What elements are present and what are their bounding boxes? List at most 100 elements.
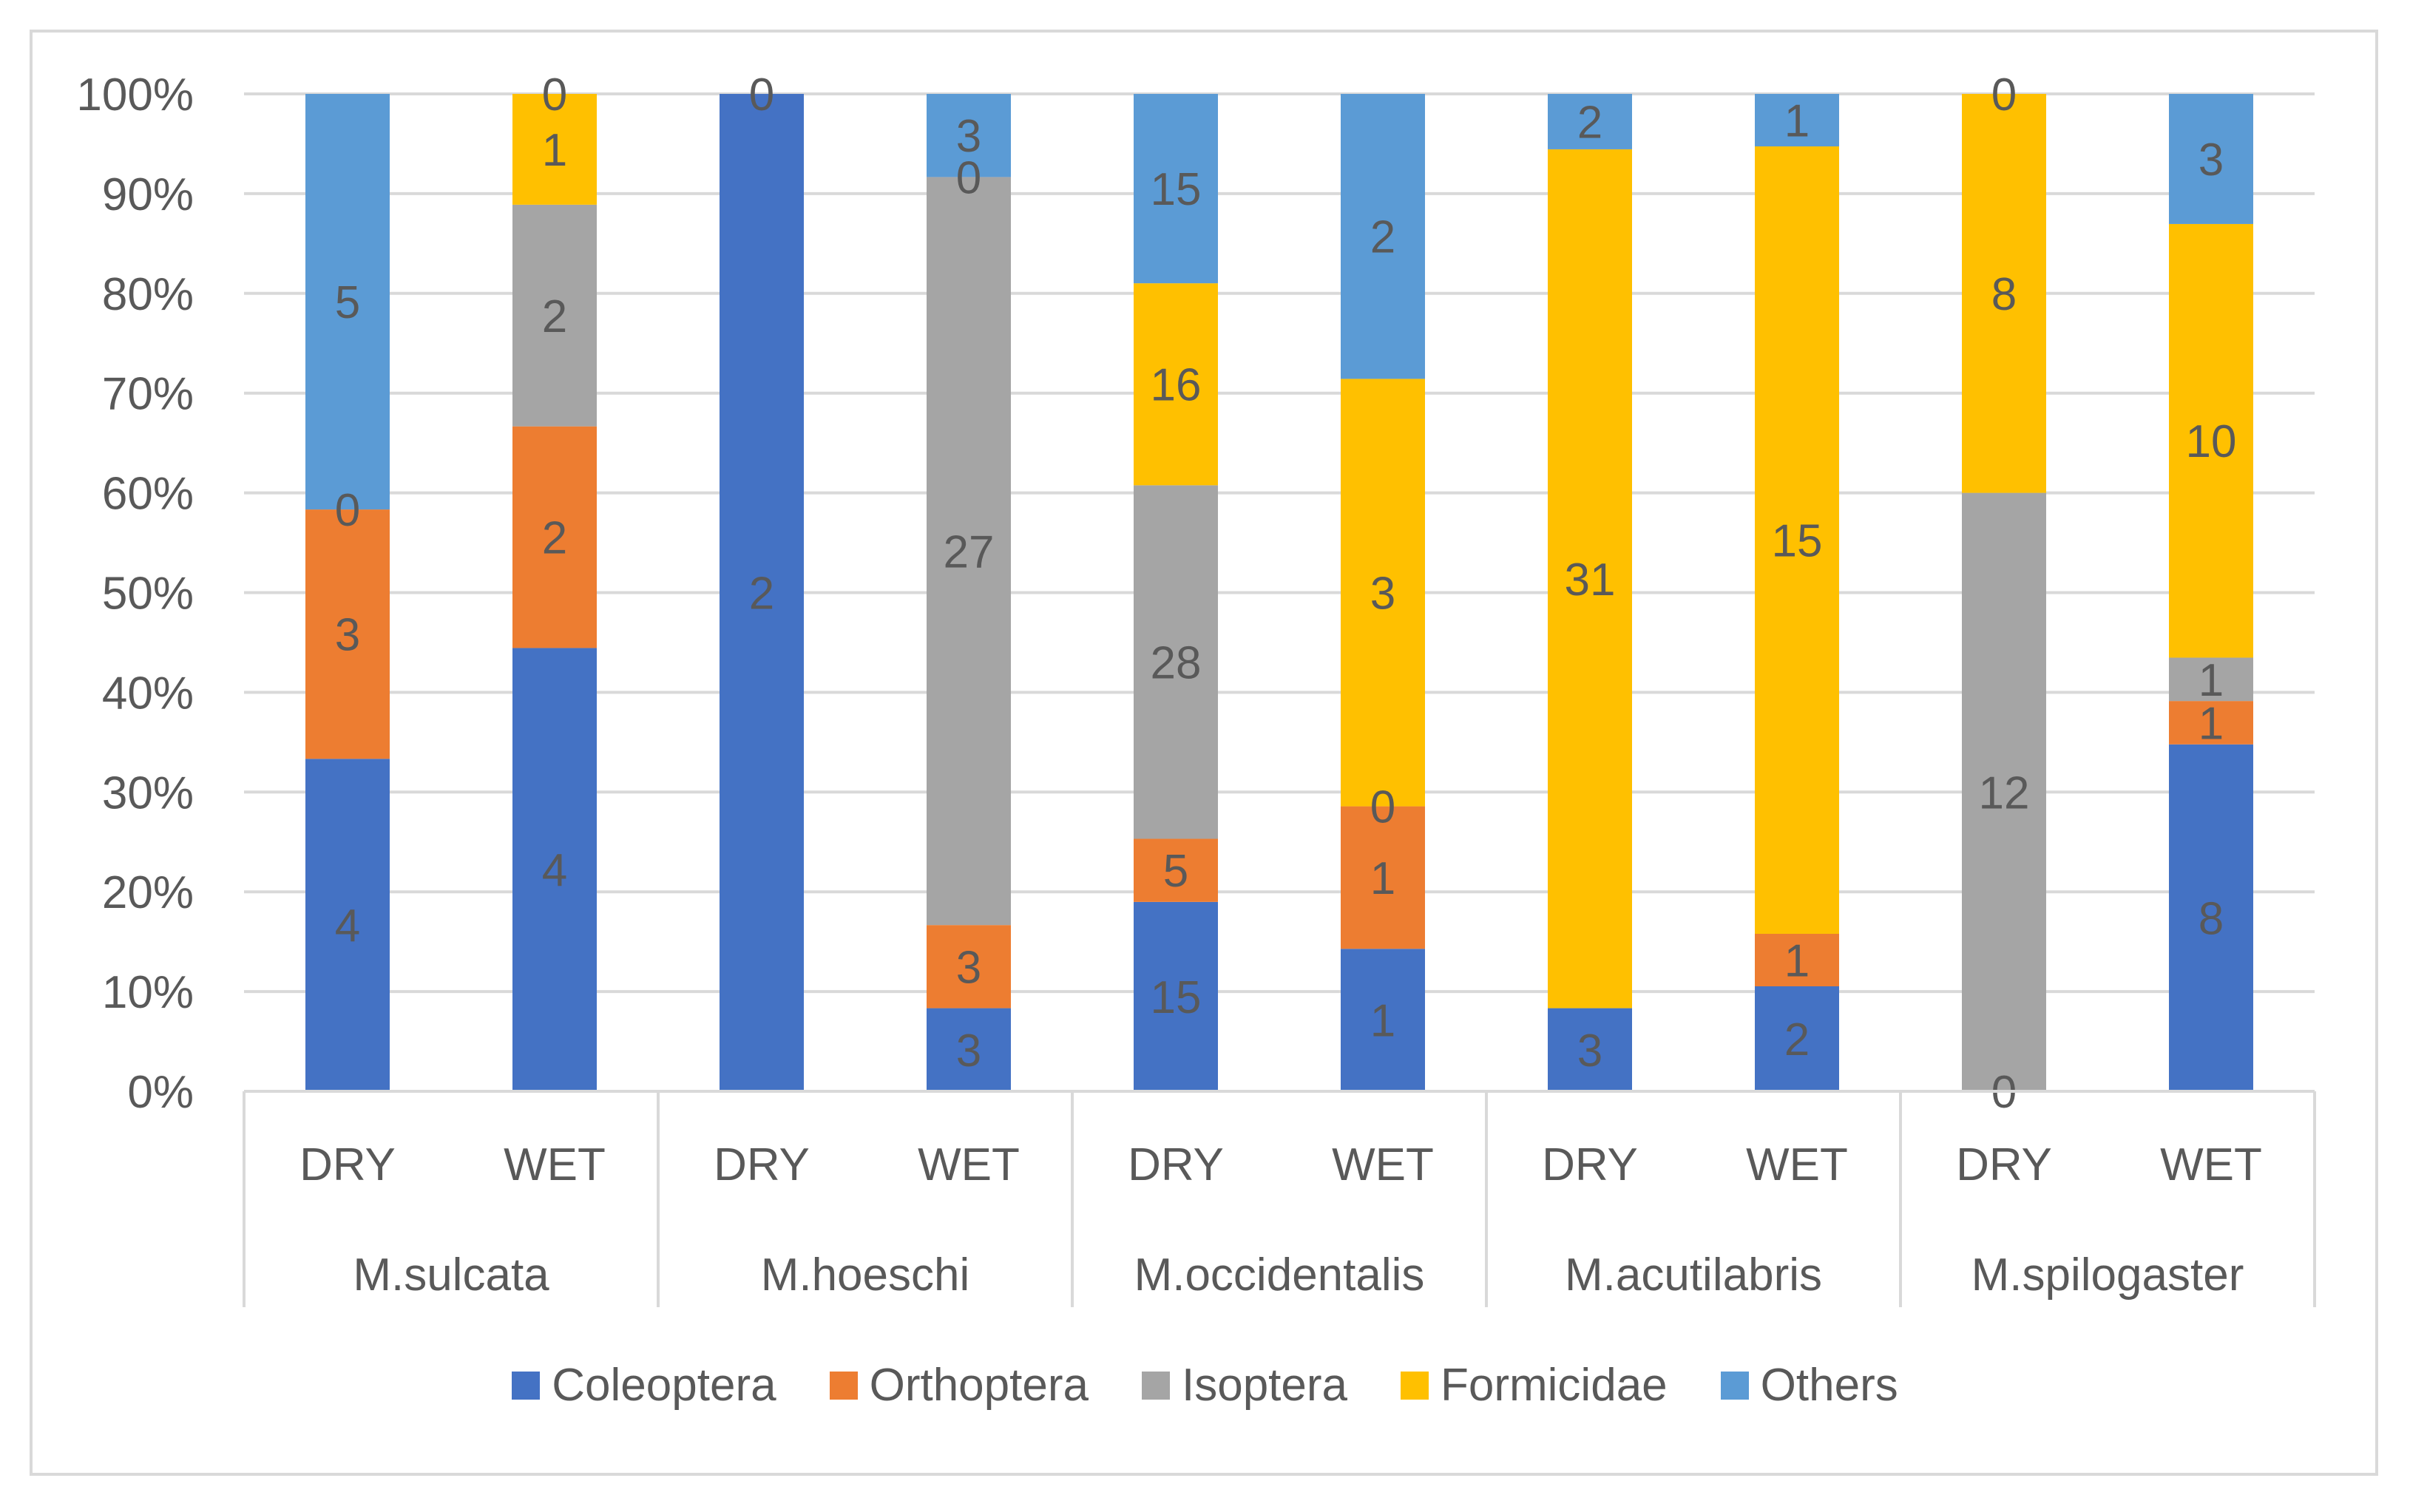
data-label: 0 xyxy=(1991,70,2017,121)
bar-segment-others xyxy=(927,94,1011,177)
bar-segment-isoptera xyxy=(1134,485,1218,839)
data-label: 3 xyxy=(1370,569,1395,620)
x-tick-label: DRY xyxy=(1542,1139,1638,1190)
legend-label: Isoptera xyxy=(1181,1360,1348,1411)
data-label: 1 xyxy=(1370,996,1395,1047)
data-label: 10 xyxy=(2186,416,2237,467)
data-label: 8 xyxy=(2199,893,2224,944)
y-tick-label: 0% xyxy=(127,1067,194,1118)
x-tick-label: WET xyxy=(1332,1139,1434,1190)
legend-swatch xyxy=(1401,1371,1429,1400)
data-label: 0 xyxy=(1370,782,1395,833)
bar-segment-formicidae xyxy=(1962,94,2046,493)
bar-segment-orthoptera xyxy=(2169,701,2253,745)
y-tick-label: 20% xyxy=(102,867,194,918)
data-label: 0 xyxy=(956,152,981,203)
y-axis-tick-labels: 0% 10% 20% 30% 40% 50% 60% 70% 80% 90% 100% xyxy=(76,70,194,1118)
bar-segment-coleoptera xyxy=(305,759,390,1091)
data-label: 1 xyxy=(2199,698,2224,749)
x-tick-label: WET xyxy=(2160,1139,2262,1190)
data-label: 0 xyxy=(542,70,567,121)
data-label: 15 xyxy=(1151,972,1202,1023)
legend-item: Others xyxy=(1720,1359,1898,1411)
y-tick-label: 40% xyxy=(102,668,194,719)
data-label: 1 xyxy=(2199,655,2224,706)
legend-swatch xyxy=(1720,1371,1749,1400)
bar-segment-others xyxy=(2169,94,2253,224)
data-label: 3 xyxy=(956,1025,981,1077)
legend-swatch xyxy=(1141,1371,1170,1400)
bar-segment-coleoptera xyxy=(1755,986,1839,1091)
data-label: 1 xyxy=(542,125,567,176)
data-label: 15 xyxy=(1772,516,1823,567)
y-tick-label: 100% xyxy=(76,70,194,121)
bar-segment-coleoptera xyxy=(720,94,804,1091)
x-tick-label: WET xyxy=(918,1139,1020,1190)
x-tick-label: DRY xyxy=(1128,1139,1224,1190)
bar-segment-isoptera xyxy=(1962,492,2046,1091)
data-label: 2 xyxy=(1370,212,1395,263)
bar-segment-formicidae xyxy=(1755,146,1839,934)
data-label: 3 xyxy=(1577,1025,1602,1077)
y-tick-label: 80% xyxy=(102,269,194,320)
y-tick-label: 50% xyxy=(102,569,194,620)
x-tick-label: WET xyxy=(1746,1139,1848,1190)
data-label: 3 xyxy=(956,942,981,993)
data-label: 15 xyxy=(1151,164,1202,215)
bar-segment-coleoptera xyxy=(1341,949,1425,1091)
bar-segment-formicidae xyxy=(1548,149,1632,1008)
bar-segment-orthoptera xyxy=(305,509,390,759)
legend-swatch xyxy=(512,1371,541,1400)
data-label: 4 xyxy=(542,845,567,896)
bar-segment-others xyxy=(1548,94,1632,149)
data-label: 2 xyxy=(1784,1014,1810,1065)
x-tick-label: DRY xyxy=(1956,1139,2052,1190)
bar-segment-coleoptera xyxy=(1548,1008,1632,1091)
data-label: 1 xyxy=(1784,936,1810,987)
legend-label: Coleoptera xyxy=(552,1360,776,1411)
data-label: 1 xyxy=(1370,853,1395,904)
data-label: 0 xyxy=(749,70,774,121)
bar-segment-formicidae xyxy=(512,94,597,205)
bar-segment-coleoptera xyxy=(512,648,597,1091)
bar-segment-orthoptera xyxy=(1341,806,1425,949)
y-tick-label: 30% xyxy=(102,767,194,818)
legend-swatch xyxy=(829,1371,858,1400)
y-tick-label: 70% xyxy=(102,369,194,420)
legend-label: Formicidae xyxy=(1441,1360,1668,1411)
data-label: 5 xyxy=(335,277,360,328)
bar-segment-others xyxy=(305,94,390,510)
bar-segment-orthoptera xyxy=(927,925,1011,1008)
bar-segment-others xyxy=(1341,94,1425,379)
data-label: 2 xyxy=(1577,97,1602,148)
data-label: 4 xyxy=(335,901,360,952)
data-label: 31 xyxy=(1565,555,1616,606)
data-label: 3 xyxy=(335,610,360,661)
legend: Coleoptera Orthoptera Isoptera Formicidae Ot… xyxy=(0,1359,2410,1411)
bar-segment-coleoptera xyxy=(2169,744,2253,1091)
group-label: M.hoeschi xyxy=(761,1250,970,1301)
y-tick-label: 90% xyxy=(102,169,194,220)
y-tick-label: 60% xyxy=(102,469,194,520)
bar-segment-formicidae xyxy=(1341,379,1425,807)
data-labels: 4305422102033270315528161511032331221151… xyxy=(335,70,2237,1118)
group-label: M.acutilabris xyxy=(1565,1250,1822,1301)
bar-segment-coleoptera xyxy=(927,1008,1011,1091)
legend-item: Orthoptera xyxy=(829,1359,1089,1411)
bar-segment-others xyxy=(1755,94,1839,146)
x-tick-label: WET xyxy=(504,1139,606,1190)
bar-segment-others xyxy=(1134,94,1218,284)
legend-item: Formicidae xyxy=(1401,1359,1668,1411)
bars xyxy=(305,94,2253,1091)
legend-label: Others xyxy=(1760,1360,1898,1411)
bar-segment-formicidae xyxy=(2169,223,2253,658)
data-label: 1 xyxy=(1784,96,1810,147)
bar-segment-orthoptera xyxy=(512,426,597,648)
data-label: 5 xyxy=(1163,846,1188,897)
group-label: M.spilogaster xyxy=(1971,1250,2244,1301)
x-tick-label: DRY xyxy=(714,1139,810,1190)
bar-segment-coleoptera xyxy=(1134,901,1218,1091)
group-label: M.sulcata xyxy=(353,1250,549,1301)
data-label: 2 xyxy=(749,569,774,620)
